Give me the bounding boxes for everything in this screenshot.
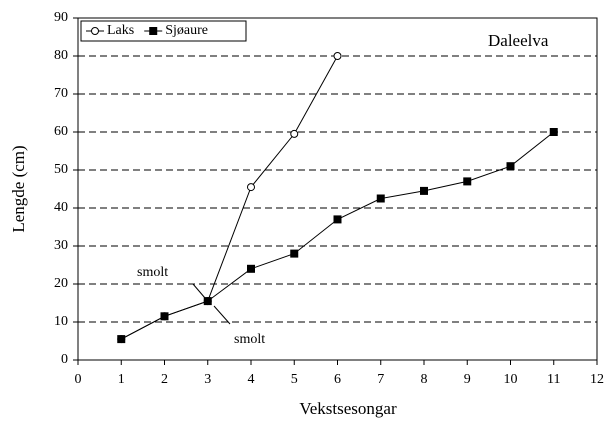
annotation: smolt [137, 265, 168, 280]
point [247, 183, 255, 192]
x-tick-label: 2 [161, 372, 168, 387]
x-tick-label: 4 [248, 372, 255, 387]
x-tick-label: 5 [291, 372, 298, 387]
point [506, 162, 515, 171]
y-tick-label: 50 [54, 162, 68, 177]
plot-frame [77, 17, 598, 361]
point [420, 186, 428, 195]
point [290, 129, 299, 138]
point [333, 215, 342, 224]
x-tick-label: 6 [334, 372, 341, 387]
point [247, 264, 255, 273]
legend-box [80, 20, 247, 42]
annotation: smolt [234, 332, 265, 347]
annotation: Daleelva [488, 31, 549, 50]
y-tick-label: 0 [61, 352, 68, 367]
x-tick-label: 10 [504, 372, 518, 387]
legend-label: Sjøaure [165, 23, 208, 38]
legend-marker [91, 27, 99, 35]
annotation-line [213, 305, 231, 325]
x-tick-label: 7 [377, 372, 384, 387]
y-tick-label: 80 [54, 48, 68, 63]
x-tick-label: 11 [547, 372, 560, 387]
x-tick-label: 9 [464, 372, 471, 387]
point [160, 312, 169, 321]
point [549, 128, 558, 136]
annotation-line [192, 283, 206, 299]
y-tick-label: 30 [54, 238, 68, 253]
y-tick-label: 10 [54, 314, 68, 329]
y-tick-label: 60 [54, 124, 68, 139]
point [333, 52, 342, 60]
x-axis-label: Vekstsesongar [299, 399, 397, 418]
x-tick-label: 0 [75, 372, 82, 387]
x-tick-label: 1 [118, 372, 125, 387]
x-tick-label: 3 [204, 372, 211, 387]
x-tick-label: 12 [590, 372, 604, 387]
y-tick-label: 70 [54, 86, 68, 101]
series-line [121, 55, 338, 340]
legend-marker [149, 27, 158, 35]
y-tick-label: 40 [54, 200, 68, 215]
y-tick-label: 20 [54, 276, 68, 291]
y-tick-label: 90 [54, 10, 68, 25]
point [203, 297, 212, 306]
y-axis-label: Lengde (cm) [9, 145, 28, 232]
point [290, 249, 299, 258]
series-line [121, 131, 555, 340]
point [376, 194, 385, 203]
point [117, 335, 126, 344]
x-tick-label: 8 [421, 372, 428, 387]
point [463, 177, 472, 186]
legend-label: Laks [107, 23, 134, 38]
